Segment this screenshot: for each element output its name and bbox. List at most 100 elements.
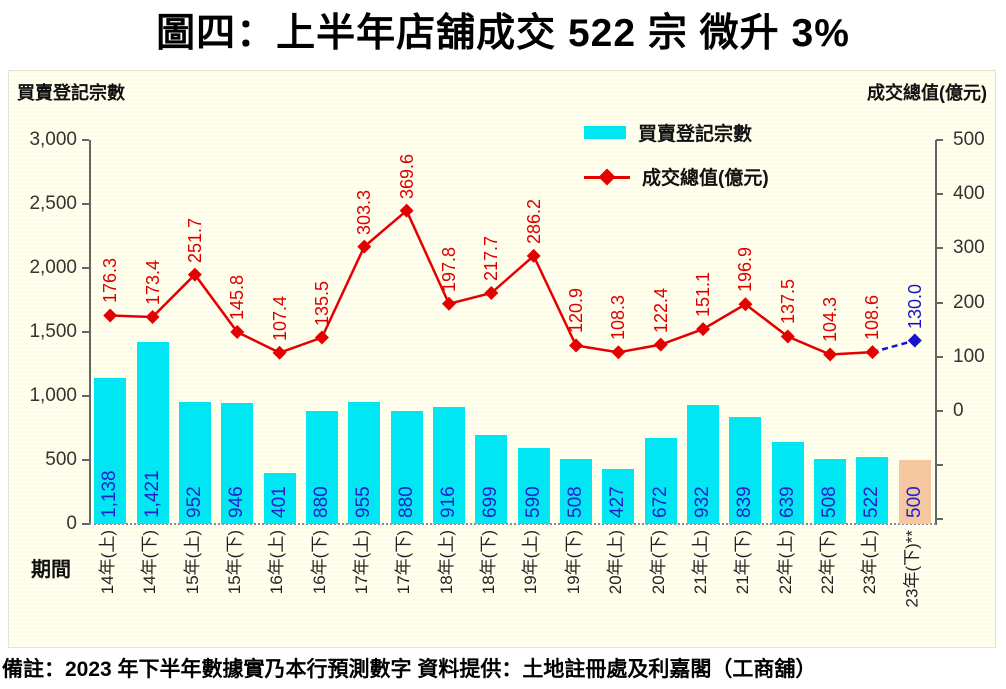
x-axis-tick-label: 23年(上) — [860, 530, 880, 595]
line-point-marker — [569, 338, 584, 353]
bar — [814, 458, 847, 524]
line-point-marker — [526, 248, 541, 263]
left-axis-tick-label: 0 — [66, 513, 77, 534]
left-axis-tick — [82, 267, 89, 269]
x-axis-tick-label: 22年(上) — [775, 530, 795, 595]
bar-value-label: 401 — [268, 486, 290, 518]
legend-item-total-value: 成交總值(億元) — [584, 163, 769, 190]
right-axis-tick — [936, 301, 943, 304]
x-axis-tick-label: 19年(下) — [564, 530, 584, 595]
right-axis-tick — [936, 193, 943, 196]
x-axis-tick-label: 19年(上) — [521, 530, 541, 595]
line-value-label: 137.5 — [777, 279, 798, 325]
bar-value-label: 839 — [734, 486, 756, 518]
forecast-bar — [898, 460, 931, 524]
legend-label: 買賣登記宗數 — [638, 124, 753, 145]
line-value-label: 217.7 — [481, 235, 502, 281]
bar-value-label: 1,421 — [141, 470, 163, 518]
forecast-point-marker — [907, 333, 922, 348]
line-point-marker — [145, 310, 160, 325]
line-value-label: 108.6 — [862, 295, 883, 341]
left-axis-tick — [82, 459, 89, 461]
bar — [475, 434, 508, 524]
bar-value-label: 952 — [183, 486, 205, 518]
bar — [390, 411, 423, 524]
line-value-label: 303.3 — [354, 189, 375, 235]
bar — [644, 437, 677, 524]
x-axis-tick-label: 14年(下) — [140, 530, 160, 595]
bar — [94, 378, 127, 524]
bar-value-label: 522 — [861, 486, 883, 518]
line-point-marker — [272, 345, 287, 360]
x-axis-tick-label: 17年(下) — [394, 530, 414, 595]
bar — [602, 469, 635, 524]
bar-value-label: 699 — [480, 486, 502, 518]
left-axis-title: 買賣登記宗數 — [17, 83, 125, 103]
left-axis-tick-label: 3,000 — [29, 129, 77, 150]
bar-value-label: 500 — [903, 486, 925, 518]
bar — [729, 416, 762, 524]
line-value-label: 251.7 — [184, 217, 205, 263]
x-axis-tick-label: 15年(上) — [182, 530, 202, 595]
right-axis-tick-label: 100 — [953, 345, 985, 367]
line-point-marker — [441, 296, 456, 311]
line-point-marker — [738, 297, 753, 312]
bar — [432, 406, 465, 524]
left-axis-tick — [82, 331, 89, 333]
right-axis-tick-label: 300 — [953, 237, 985, 259]
line-point-marker — [780, 329, 795, 344]
legend: 買賣登記宗數 成交總值(億元) — [584, 119, 769, 190]
right-axis-tick-label: 400 — [953, 183, 985, 205]
line-point-marker — [399, 203, 414, 218]
x-axis-tick-label: 16年(上) — [267, 530, 287, 595]
x-axis-tick-label: 21年(上) — [691, 530, 711, 595]
x-axis-tick-label: 15年(下) — [225, 530, 245, 595]
x-axis-tick-label: 17年(上) — [352, 530, 372, 595]
legend-label: 成交總值(億元) — [642, 168, 769, 189]
right-axis-tick-label: 500 — [953, 129, 985, 150]
bar — [771, 442, 804, 524]
bar-value-label: 590 — [522, 486, 544, 518]
line-point-marker — [823, 347, 838, 362]
right-axis-tick-label: 200 — [953, 291, 985, 313]
line-point-marker — [653, 337, 668, 352]
line-point-marker — [187, 267, 202, 282]
x-axis-title: 期間 — [31, 559, 71, 581]
x-axis-tick-label: 18年(下) — [479, 530, 499, 595]
x-axis-tick-label: 14年(上) — [98, 530, 118, 595]
left-axis-tick-label: 500 — [45, 449, 77, 470]
bar — [178, 402, 211, 524]
x-axis-line — [89, 523, 936, 525]
line-value-label: 173.4 — [142, 259, 163, 306]
bar — [305, 411, 338, 524]
bar-value-label: 955 — [353, 486, 375, 518]
right-axis-tick-label: 0 — [953, 400, 964, 421]
bar-value-label: 508 — [565, 486, 587, 518]
bar — [517, 448, 550, 524]
bar — [263, 472, 296, 524]
line-value-label: 120.9 — [566, 288, 587, 334]
line-point-marker — [230, 324, 245, 339]
line-point-marker — [865, 345, 880, 360]
right-axis-tick — [936, 464, 943, 467]
bar-value-label: 1,138 — [99, 470, 121, 518]
left-axis-tick — [82, 203, 89, 205]
line-series-swatch-icon — [584, 168, 630, 185]
line-point-marker — [484, 286, 499, 301]
bar — [348, 401, 381, 524]
bar-value-label: 639 — [776, 486, 798, 518]
right-axis-tick — [936, 355, 943, 358]
footer-note: 備註：2023 年下半年數據實乃本行預測數字 資料提供：土地註冊處及利嘉閣（工商… — [2, 658, 817, 681]
chart-area: 買賣登記宗數 成交總值(億元) 期間 買賣登記宗數 成交總值(億元) 0 500 1… — [8, 70, 996, 648]
right-axis-tick — [936, 139, 943, 141]
bar — [136, 342, 169, 524]
line-value-label: 151.1 — [693, 272, 714, 318]
bar-value-label: 946 — [226, 486, 248, 518]
line-point-marker — [357, 239, 372, 254]
line-value-label: 176.3 — [100, 258, 121, 304]
bar-value-label: 427 — [607, 486, 629, 518]
line-value-label: 135.5 — [311, 280, 332, 326]
bar-series-swatch-icon — [584, 126, 626, 139]
x-axis-tick-label: 20年(上) — [606, 530, 626, 595]
left-axis-tick — [82, 139, 89, 141]
